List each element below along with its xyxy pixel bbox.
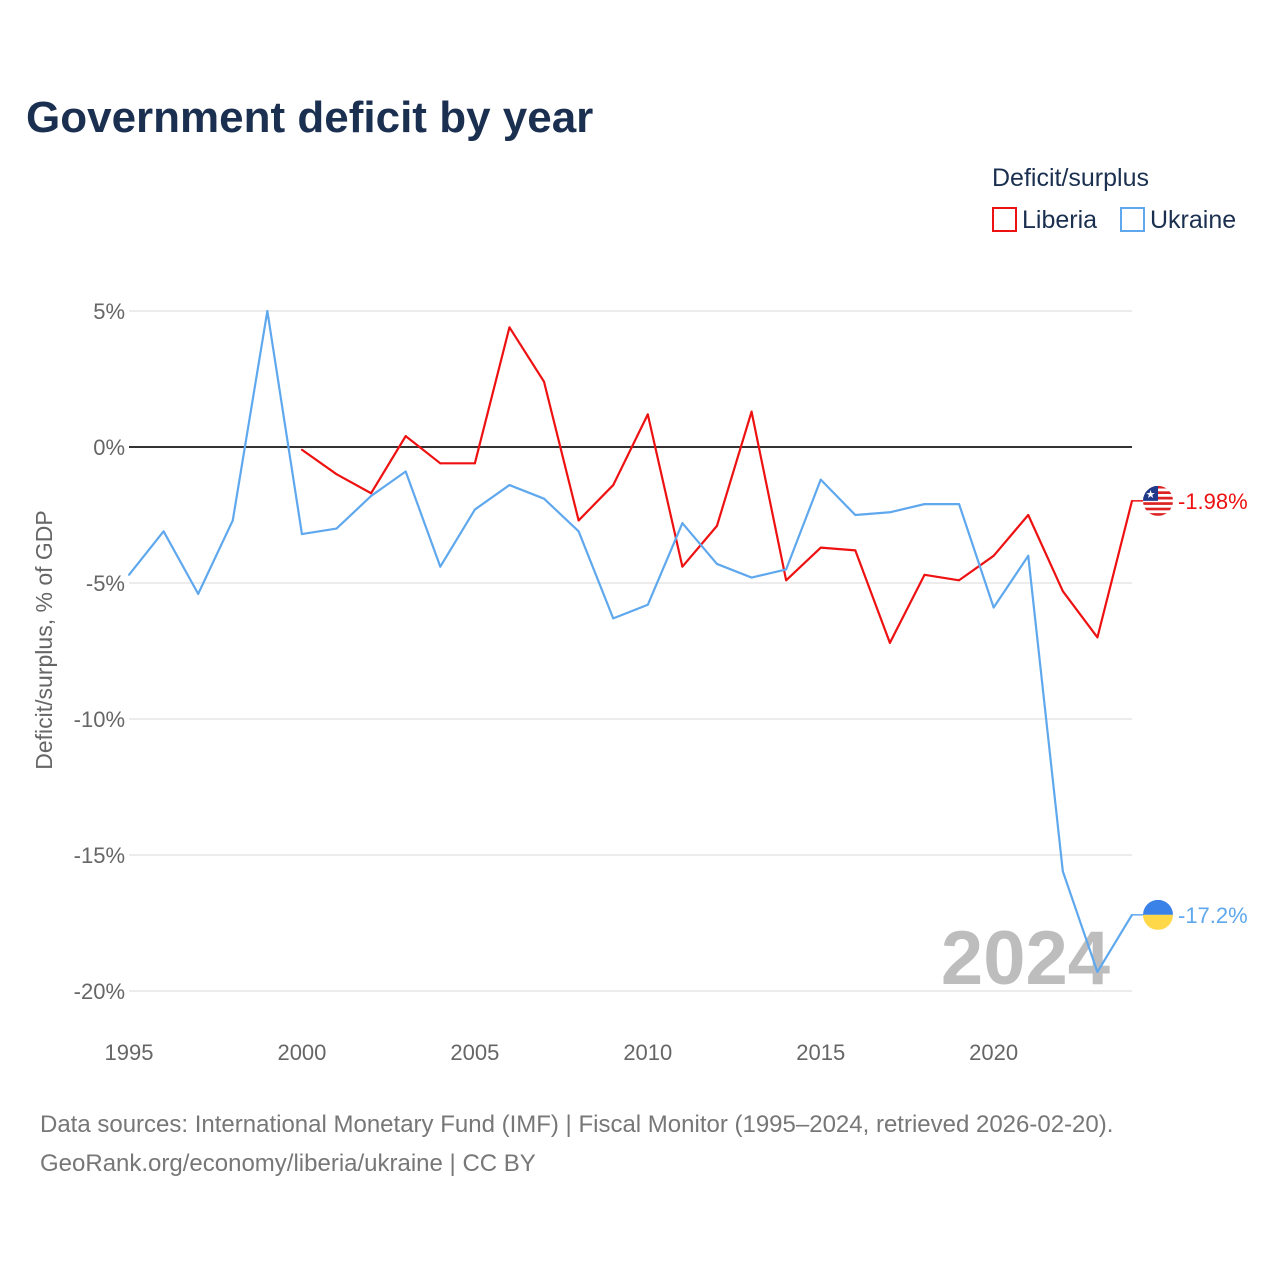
data-point-liberia <box>1096 636 1099 639</box>
legend-title: Deficit/surplus <box>992 164 1149 192</box>
data-point-liberia <box>439 462 442 465</box>
x-tick-label: 2015 <box>796 1040 845 1065</box>
data-point-ukraine <box>992 606 995 609</box>
data-point-ukraine <box>715 562 718 565</box>
data-point-ukraine <box>128 573 130 576</box>
flag-stripe <box>1143 510 1173 514</box>
data-point-ukraine <box>923 503 926 506</box>
data-point-liberia <box>473 462 476 465</box>
data-point-ukraine <box>197 592 200 595</box>
source-line-2[interactable]: GeoRank.org/economy/liberia/ukraine | CC… <box>40 1150 536 1177</box>
data-point-ukraine <box>266 310 269 312</box>
data-point-liberia <box>543 380 546 383</box>
flag-stripe <box>1143 507 1173 511</box>
data-point-liberia <box>370 492 373 495</box>
end-label-liberia: -1.98% <box>1178 489 1248 514</box>
flag-blue <box>1143 899 1173 915</box>
flag-star: ★ <box>1146 489 1156 501</box>
data-point-liberia <box>1061 590 1064 593</box>
data-point-liberia <box>508 326 511 329</box>
data-point-liberia <box>1027 514 1030 516</box>
flag-stripe <box>1143 504 1173 508</box>
y-tick-label: 0% <box>93 435 125 460</box>
data-point-ukraine <box>370 494 373 497</box>
data-point-liberia <box>854 549 857 552</box>
data-point-ukraine <box>1096 970 1099 973</box>
legend-swatch-ukraine <box>1120 207 1145 232</box>
y-axis-label: Deficit/surplus, % of GDP <box>31 510 57 769</box>
y-tick-label: -20% <box>74 979 125 1004</box>
data-point-liberia <box>404 435 407 438</box>
legend-label-ukraine: Ukraine <box>1150 206 1236 234</box>
flag-yellow <box>1143 914 1173 930</box>
data-point-ukraine <box>646 603 649 606</box>
data-point-ukraine <box>785 568 788 571</box>
series-line-ukraine <box>128 309 1133 974</box>
flag-body: ★ <box>1143 485 1173 516</box>
data-point-ukraine <box>854 514 857 516</box>
x-tick-label: 2000 <box>277 1040 326 1065</box>
legend-label-liberia: Liberia <box>1022 206 1097 234</box>
series-line-liberia <box>301 326 1134 644</box>
data-point-liberia <box>681 565 684 568</box>
data-point-ukraine <box>958 503 961 506</box>
data-point-liberia <box>612 484 615 487</box>
data-point-ukraine <box>335 527 338 530</box>
data-point-ukraine <box>1061 870 1064 873</box>
data-point-ukraine <box>508 484 511 487</box>
source-line-1: Data sources: International Monetary Fun… <box>40 1111 1113 1138</box>
data-point-ukraine <box>819 478 822 481</box>
data-point-liberia <box>958 579 961 582</box>
data-point-liberia <box>888 641 891 644</box>
data-point-liberia <box>300 448 303 451</box>
data-point-ukraine <box>681 522 684 525</box>
data-point-ukraine <box>543 497 546 500</box>
data-point-ukraine <box>162 530 165 533</box>
data-point-liberia <box>819 546 822 549</box>
flag-body <box>1143 899 1173 930</box>
data-point-liberia <box>785 579 788 582</box>
legend-swatch-liberia <box>992 207 1017 232</box>
data-point-ukraine <box>750 576 753 579</box>
end-label-ukraine: -17.2% <box>1178 903 1248 928</box>
data-point-liberia <box>646 413 649 416</box>
data-point-liberia <box>923 573 926 576</box>
x-tick-label: 2020 <box>969 1040 1018 1065</box>
data-point-ukraine <box>888 511 891 514</box>
data-point-ukraine <box>404 470 407 473</box>
data-point-ukraine <box>577 530 580 533</box>
x-tick-label: 2010 <box>623 1040 672 1065</box>
chart-title: Government deficit by year <box>26 93 593 142</box>
legend-item-liberia[interactable]: Liberia <box>992 206 1097 234</box>
y-tick-label: 5% <box>93 299 125 324</box>
x-tick-label: 2005 <box>450 1040 499 1065</box>
year-watermark: 2024 <box>941 916 1110 1001</box>
y-tick-label: -15% <box>74 843 125 868</box>
data-point-ukraine <box>300 533 303 536</box>
flag-stripe <box>1143 513 1173 516</box>
data-point-liberia <box>750 410 753 413</box>
data-point-ukraine <box>1027 554 1030 557</box>
data-point-liberia <box>577 519 580 522</box>
data-point-ukraine <box>231 519 234 522</box>
data-point-ukraine <box>439 565 442 568</box>
ukraine-flag-icon <box>1143 899 1173 930</box>
data-point-ukraine <box>612 617 615 620</box>
flag-stripe <box>1143 502 1173 505</box>
flag-stripe <box>1143 499 1173 503</box>
data-point-liberia <box>715 524 718 527</box>
liberia-flag-icon: ★ <box>1143 485 1173 516</box>
y-tick-label: -5% <box>86 571 125 596</box>
legend-item-ukraine[interactable]: Ukraine <box>1120 206 1236 234</box>
x-tick-label: 1995 <box>105 1040 154 1065</box>
data-point-ukraine <box>473 508 476 511</box>
y-tick-label: -10% <box>74 707 125 732</box>
data-point-liberia <box>992 554 995 557</box>
data-point-liberia <box>335 473 338 476</box>
